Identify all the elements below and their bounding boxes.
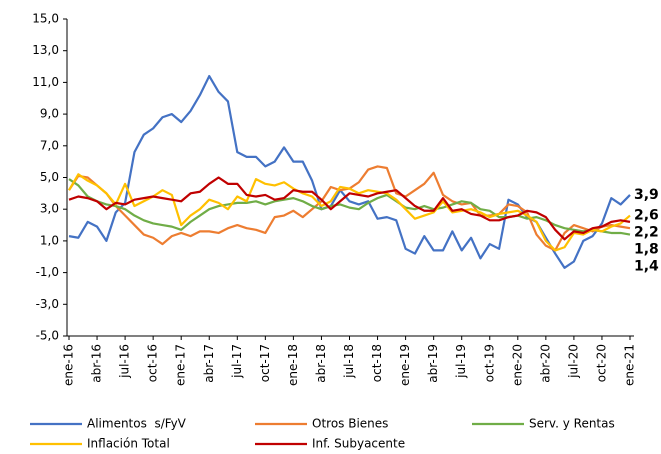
y-tick-label: 7,0 <box>40 138 59 152</box>
value-label: 1,4 <box>634 259 659 275</box>
x-tick-label: ene-18 <box>286 344 300 386</box>
y-tick-label: -3,0 <box>36 297 59 311</box>
legend-label: Otros Bienes <box>312 417 388 431</box>
y-tick-label: 11,0 <box>32 75 59 89</box>
legend-label: Inf. Subyacente <box>312 437 405 451</box>
y-tick-label: -1,0 <box>36 265 59 279</box>
x-tick-label: ene-19 <box>398 344 412 386</box>
y-tick-label: -5,0 <box>36 329 59 343</box>
x-tick-label: oct-18 <box>370 344 384 382</box>
x-tick-label: jul-20 <box>566 344 580 379</box>
x-tick-label: ene-16 <box>62 344 76 386</box>
x-tick-label: ene-17 <box>174 344 188 386</box>
y-tick-label: 3,0 <box>40 202 59 216</box>
value-label: 1,8 <box>634 242 659 258</box>
legend-label: Serv. y Rentas <box>529 417 615 431</box>
y-tick-label: 1,0 <box>40 233 59 247</box>
x-tick-label: abr-16 <box>90 344 104 383</box>
x-tick-label: abr-20 <box>538 344 552 383</box>
x-tick-label: oct-20 <box>594 344 608 382</box>
legend-label: Inflación Total <box>87 437 170 451</box>
x-tick-label: oct-19 <box>482 344 496 382</box>
y-tick-label: 9,0 <box>40 107 59 121</box>
x-tick-label: jul-19 <box>454 344 468 379</box>
legend-label: Alimentos s/FyV <box>87 417 187 431</box>
x-tick-label: ene-20 <box>510 344 524 386</box>
series-line <box>68 178 631 236</box>
value-label: 2,2 <box>634 225 659 241</box>
x-tick-label: abr-18 <box>314 344 328 383</box>
x-tick-label: oct-16 <box>146 344 160 382</box>
x-tick-label: jul-17 <box>230 344 244 379</box>
x-tick-label: abr-19 <box>426 344 440 383</box>
x-tick-label: abr-17 <box>202 344 216 383</box>
value-label: 2,6 <box>634 208 659 224</box>
x-tick-label: ene-21 <box>623 344 637 386</box>
x-tick-label: oct-17 <box>258 344 272 382</box>
y-tick-label: 5,0 <box>40 170 59 184</box>
value-label: 3,9 <box>634 187 659 203</box>
x-tick-label: jul-16 <box>118 344 132 379</box>
x-tick-label: jul-18 <box>342 344 356 379</box>
series-line <box>68 173 631 252</box>
y-tick-label: 15,0 <box>32 12 59 26</box>
series-line <box>68 176 631 241</box>
y-tick-label: 13,0 <box>32 43 59 57</box>
